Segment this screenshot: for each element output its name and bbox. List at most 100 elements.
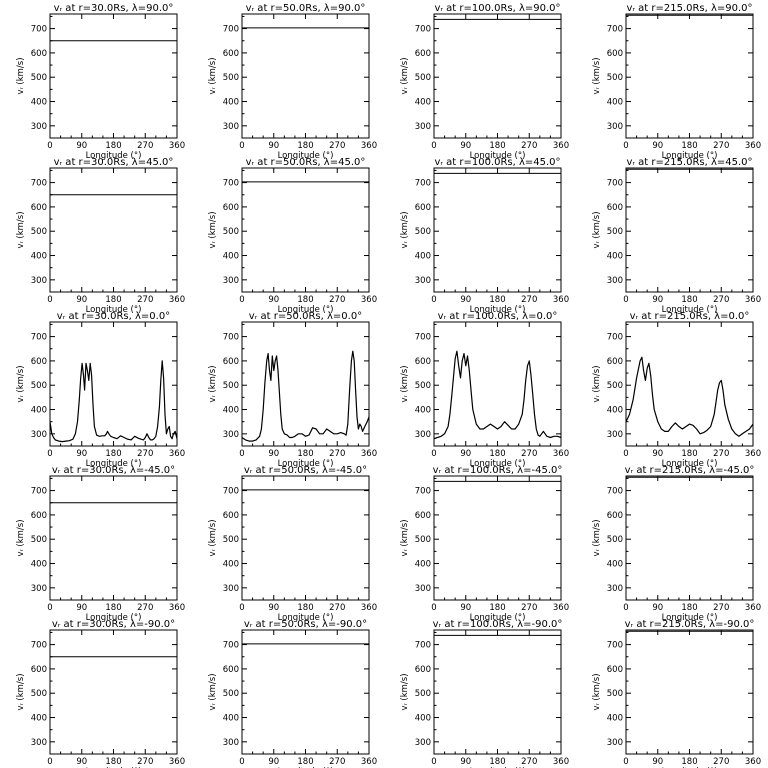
x-tick-label: 270 (137, 757, 153, 767)
x-axis-label: Longitude (°) (86, 459, 142, 469)
x-tick-label: 360 (745, 603, 761, 613)
x-tick-label: 90 (76, 141, 87, 151)
x-tick-label: 0 (623, 603, 628, 613)
y-axis-label: vᵣ (km/s) (400, 57, 410, 94)
x-tick-label: 270 (329, 757, 345, 767)
y-tick-label: 300 (607, 584, 623, 594)
y-tick-label: 600 (31, 665, 47, 675)
y-tick-label: 400 (607, 714, 623, 724)
x-tick-label: 90 (76, 449, 87, 459)
x-tick-label: 180 (681, 141, 697, 151)
y-axis-label: vᵣ (km/s) (16, 211, 26, 248)
x-tick-label: 90 (268, 141, 279, 151)
y-tick-label: 500 (223, 689, 239, 699)
y-tick-label: 500 (415, 381, 431, 391)
y-tick-label: 700 (223, 25, 239, 35)
y-tick-label: 400 (223, 714, 239, 724)
y-tick-label: 600 (607, 665, 623, 675)
y-axis-label: vᵣ (km/s) (592, 519, 602, 556)
y-tick-label: 300 (31, 122, 47, 132)
x-axis-label: Longitude (°) (278, 151, 334, 161)
x-tick-label: 360 (553, 141, 569, 151)
y-tick-label: 500 (31, 227, 47, 237)
x-tick-label: 360 (745, 295, 761, 305)
x-tick-label: 180 (489, 449, 505, 459)
y-tick-label: 500 (31, 73, 47, 83)
y-tick-label: 700 (31, 333, 47, 343)
x-tick-label: 90 (268, 603, 279, 613)
x-axis-label: Longitude (°) (278, 613, 334, 623)
panel-2: vᵣ at r=50.0Rs, λ=90.0° 0 90 180 270 360 300 40… (208, 3, 377, 161)
y-tick-label: 700 (31, 25, 47, 35)
y-axis-label: vᵣ (km/s) (400, 211, 410, 248)
x-axis-label: Longitude (°) (86, 305, 142, 315)
x-axis-label: Longitude (°) (470, 459, 526, 469)
y-tick-label: 500 (607, 535, 623, 545)
y-tick-label: 600 (31, 357, 47, 367)
y-tick-label: 400 (223, 98, 239, 108)
plot-frame (241, 167, 370, 293)
x-tick-label: 0 (47, 603, 52, 613)
x-tick-label: 0 (623, 757, 628, 767)
x-tick-label: 180 (105, 449, 121, 459)
y-tick-label: 500 (607, 381, 623, 391)
y-tick-label: 500 (223, 227, 239, 237)
y-tick-label: 600 (31, 203, 47, 213)
x-tick-label: 180 (681, 603, 697, 613)
panel-title: vᵣ at r=50.0Rs, λ=90.0° (246, 3, 366, 14)
panel-5: vᵣ at r=30.0Rs, λ=45.0° 0 90 180 270 360 300 40… (16, 157, 185, 315)
plot-frame (49, 13, 178, 139)
x-tick-label: 360 (745, 449, 761, 459)
y-tick-label: 400 (223, 252, 239, 262)
plot-frame (625, 475, 754, 601)
x-tick-label: 0 (47, 757, 52, 767)
panel-title: vᵣ at r=100.0Rs, λ=-90.0° (433, 619, 563, 630)
y-axis-label: vᵣ (km/s) (208, 57, 218, 94)
y-tick-label: 600 (31, 511, 47, 521)
panel-title: vᵣ at r=30.0Rs, λ=45.0° (54, 157, 174, 168)
x-tick-label: 180 (489, 757, 505, 767)
panel-18: vᵣ at r=50.0Rs, λ=-90.0° 0 90 180 270 360 300 4… (208, 619, 377, 768)
x-tick-label: 90 (652, 141, 663, 151)
y-tick-label: 700 (607, 487, 623, 497)
panel-title: vᵣ at r=30.0Rs, λ=-90.0° (52, 619, 175, 630)
y-tick-label: 500 (607, 227, 623, 237)
x-tick-label: 0 (623, 141, 628, 151)
y-tick-label: 300 (607, 738, 623, 748)
series-line (433, 350, 562, 440)
x-tick-label: 180 (105, 757, 121, 767)
plot-frame (433, 13, 562, 139)
y-axis-label: vᵣ (km/s) (592, 57, 602, 94)
x-tick-label: 270 (137, 295, 153, 305)
panel-title: vᵣ at r=215.0Rs, λ=-45.0° (625, 465, 755, 476)
y-tick-label: 700 (223, 333, 239, 343)
x-tick-label: 90 (268, 757, 279, 767)
x-tick-label: 90 (460, 757, 471, 767)
y-axis-label: vᵣ (km/s) (400, 519, 410, 556)
y-tick-label: 400 (31, 98, 47, 108)
y-tick-label: 500 (415, 73, 431, 83)
panel-15: vᵣ at r=100.0Rs, λ=-45.0° 0 90 180 270 360 300… (400, 465, 569, 623)
y-tick-label: 400 (415, 714, 431, 724)
y-tick-label: 400 (415, 560, 431, 570)
y-tick-label: 600 (607, 511, 623, 521)
panel-19: vᵣ at r=100.0Rs, λ=-90.0° 0 90 180 270 360 300… (400, 619, 569, 768)
x-tick-label: 180 (489, 295, 505, 305)
y-tick-label: 300 (415, 430, 431, 440)
panel-13: vᵣ at r=30.0Rs, λ=-45.0° 0 90 180 270 360 300 4… (16, 465, 185, 623)
y-tick-label: 600 (415, 203, 431, 213)
y-tick-label: 500 (31, 381, 47, 391)
y-axis-label: vᵣ (km/s) (400, 673, 410, 710)
x-tick-label: 360 (169, 295, 185, 305)
y-tick-label: 300 (223, 738, 239, 748)
y-tick-label: 700 (31, 179, 47, 189)
x-tick-label: 180 (489, 603, 505, 613)
x-axis-label: Longitude (°) (470, 305, 526, 315)
y-tick-label: 500 (31, 689, 47, 699)
plot-frame (433, 167, 562, 293)
y-tick-label: 600 (223, 665, 239, 675)
y-tick-label: 700 (607, 179, 623, 189)
y-tick-label: 700 (223, 641, 239, 651)
x-tick-label: 360 (553, 295, 569, 305)
y-tick-label: 400 (415, 406, 431, 416)
